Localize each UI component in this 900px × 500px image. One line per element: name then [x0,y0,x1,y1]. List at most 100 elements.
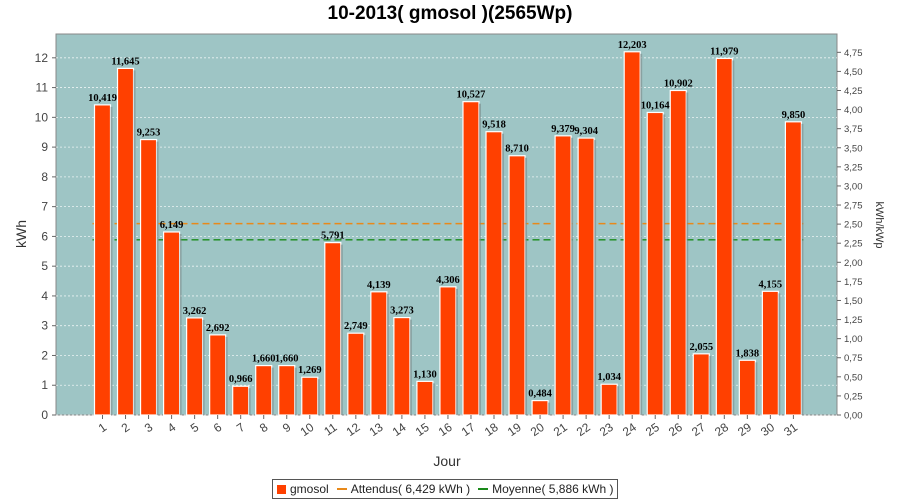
y-tick-label: 10 [35,110,49,124]
x-tick-label: 18 [482,420,501,439]
data-label: 1,660 [275,354,299,365]
y-tick-label: 2 [41,348,48,362]
bar [439,286,457,416]
x-axis: 1 2 3 4 5 6 7 8 9 10 11 12 13 14 15 16 17 18 19 20 21 22 23 24 2… [96,415,800,439]
x-tick-label: 2 [119,420,133,435]
y-tick-label: 6 [41,229,48,243]
bar-shadow [340,244,343,415]
x-tick-label: 3 [142,420,156,435]
data-label: 1,660 [252,354,276,365]
bar [278,364,296,416]
x-tick-label: 28 [712,420,731,439]
data-label: 4,139 [367,280,391,291]
data-label: 10,902 [664,78,693,89]
bar [232,385,250,416]
bar [554,135,572,416]
bar [577,137,595,416]
bar-shadow [571,137,574,416]
bar [139,138,158,416]
data-label: 11,979 [710,46,738,57]
bar-shadow [156,141,159,415]
y2-tick-label: 4,75 [844,48,863,59]
y2-tick-label: 1,25 [844,315,863,326]
y2-tick-label: 1,50 [844,296,863,307]
y2-tick-label: 4,00 [844,105,863,116]
bar-shadow [617,386,620,415]
x-tick-label: 17 [459,420,478,439]
data-label: 12,203 [618,40,647,51]
x-tick-label: 11 [321,420,340,439]
reference-lines [92,222,804,241]
legend-label-moyenne: Moyenne( 5,886 kWh ) [492,482,614,496]
bar-shadow [478,103,481,416]
bar [93,104,112,416]
y2-tick-label: 4,50 [844,67,863,78]
x-tick-label: 1 [96,420,110,435]
bar-shadow [594,140,597,416]
y-tick-label: 7 [41,200,48,214]
x-tick-label: 21 [551,420,570,439]
x-tick-label: 25 [643,420,662,439]
legend-swatch-gmosol [277,484,286,494]
y2-tick-label: 3,25 [844,162,863,173]
data-label: 6,149 [160,220,184,231]
y2-axis-label: kWh/kWp [873,201,885,248]
x-tick-label: 26 [666,420,685,439]
bar-shadow [432,383,435,415]
bar-shadow [179,233,182,415]
y-tick-label: 11 [36,81,49,95]
x-axis-label: Jour [433,453,461,469]
bar [761,290,779,416]
legend-line-moyenne [478,488,489,490]
x-tick-label: 4 [165,420,179,435]
y2-tick-label: 4,25 [844,86,863,97]
bar-shadow [686,92,689,416]
bar [162,231,181,416]
y2-tick-label: 1,00 [844,334,863,345]
legend-label-gmosol: gmosol [290,482,329,496]
y-tick-label: 1 [41,378,48,392]
x-tick-label: 20 [528,420,547,439]
data-label: 1,838 [736,348,760,359]
bar [623,51,641,416]
data-label: 5,791 [321,231,345,242]
data-label: 9,253 [137,128,161,139]
bars [93,51,804,416]
data-label: 2,749 [344,321,368,332]
data-labels: 10,419 11,645 9,253 6,149 3,262 2,692 0,966 1,6… [88,40,805,400]
bar [485,131,503,416]
data-label: 8,710 [505,144,529,155]
bar-shadow [202,319,205,415]
x-tick-label: 16 [436,420,455,439]
y2-tick-label: 2,00 [844,258,863,269]
data-label: 9,379 [551,124,575,135]
legend: gmosol Attendus( 6,429 kWh ) Moyenne( 5,… [272,479,619,499]
data-label: 1,130 [413,369,437,380]
y-axis-label: kWh [13,220,29,248]
x-tick-label: 19 [505,420,524,439]
bar [209,334,227,416]
bar [324,242,342,416]
bar [186,317,204,416]
bar-shadow [455,288,458,415]
x-tick-label: 6 [211,420,225,435]
y2-tick-label: 2,50 [844,220,863,231]
legend-item-attendus: Attendus( 6,429 kWh ) [336,482,471,496]
bar-shadow [317,379,320,415]
bar [301,376,319,416]
y-tick-label: 4 [41,289,48,303]
bar [784,121,803,416]
y-tick-label: 3 [41,319,48,333]
bar [669,89,687,416]
legend-label-attendus: Attendus( 6,429 kWh ) [350,482,471,496]
bar-shadow [778,293,781,415]
bar-shadow [709,355,712,415]
data-label: 3,262 [183,306,207,317]
bar-shadow [363,335,366,415]
legend-line-attendus [336,488,347,490]
bar-shadow [732,60,735,416]
data-label: 10,419 [88,93,117,104]
bar-shadow [248,388,251,415]
x-tick-label: 10 [298,420,317,439]
bar-shadow [386,293,389,415]
